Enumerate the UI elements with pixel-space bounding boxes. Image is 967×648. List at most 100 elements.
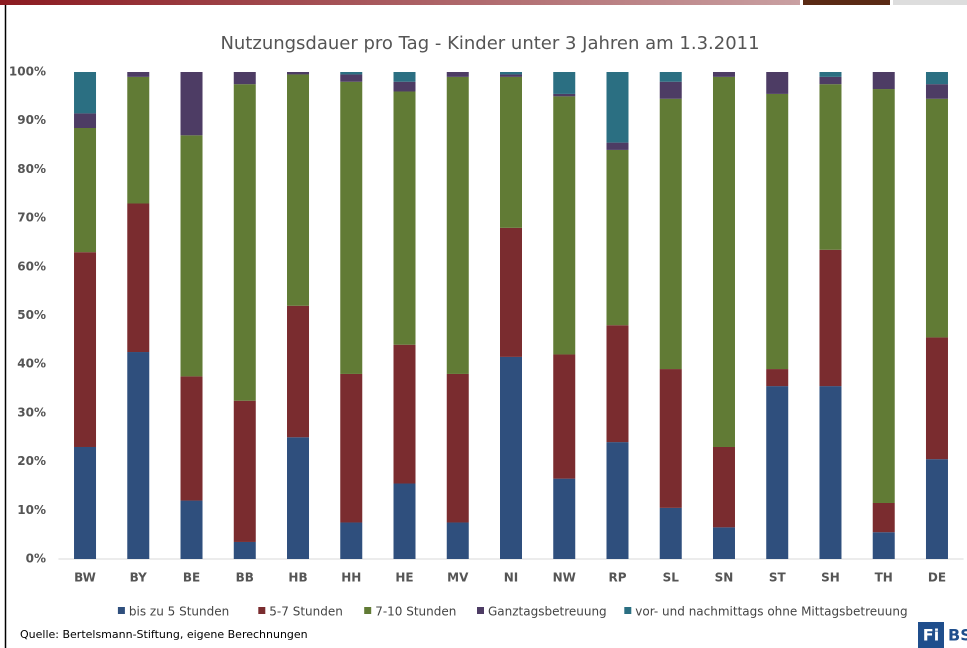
x-tick-label: RP bbox=[608, 571, 626, 585]
bar-segment bbox=[340, 373, 363, 523]
y-tick-label: 50% bbox=[17, 308, 46, 322]
bar-segment bbox=[819, 72, 842, 77]
bar-segment bbox=[606, 442, 629, 559]
bar-segment bbox=[127, 203, 150, 353]
x-tick-label: BY bbox=[130, 571, 147, 585]
logo-text: BS bbox=[948, 626, 967, 645]
bar-segment bbox=[925, 98, 948, 338]
bar-segment bbox=[872, 502, 895, 533]
bar-segment bbox=[287, 72, 310, 75]
bar-segment bbox=[712, 72, 735, 77]
top-strip bbox=[0, 0, 800, 5]
bar-segment bbox=[659, 369, 682, 508]
x-tick-label: SL bbox=[663, 571, 680, 585]
bar-segment bbox=[340, 74, 363, 82]
bar-segment bbox=[180, 500, 203, 559]
x-tick-label: NW bbox=[553, 571, 576, 585]
bar-segment bbox=[127, 72, 150, 77]
logo-box bbox=[918, 622, 944, 648]
bar-segment bbox=[74, 72, 97, 114]
legend-swatch bbox=[364, 607, 372, 614]
bar-segment bbox=[925, 337, 948, 460]
x-tick-label: BE bbox=[183, 571, 200, 585]
bar-segment bbox=[500, 72, 522, 75]
bar-segment bbox=[872, 532, 895, 559]
y-tick-label: 60% bbox=[17, 259, 46, 273]
bar-segment bbox=[659, 507, 682, 559]
bar-segment bbox=[393, 91, 416, 345]
bar-segment bbox=[233, 541, 256, 559]
bar-segment bbox=[340, 72, 363, 75]
bar-segment bbox=[233, 72, 256, 85]
x-tick-label: HB bbox=[288, 571, 307, 585]
bar-segment bbox=[287, 437, 310, 559]
bar-segment bbox=[553, 354, 576, 479]
bar-segment bbox=[819, 249, 842, 387]
bar-segment bbox=[446, 373, 469, 523]
bar-segment bbox=[393, 483, 416, 559]
bar-segment bbox=[553, 93, 576, 97]
legend-label: 5-7 Stunden bbox=[269, 605, 343, 619]
bar-segment bbox=[819, 386, 842, 559]
bar-segment bbox=[393, 72, 416, 82]
y-tick-label: 100% bbox=[9, 65, 46, 79]
bar-segment bbox=[180, 376, 203, 501]
bar-segment bbox=[180, 135, 203, 377]
y-tick-label: 30% bbox=[17, 405, 46, 419]
bar-segment bbox=[500, 74, 522, 77]
bar-segment bbox=[233, 400, 256, 542]
bar-segment bbox=[446, 522, 469, 559]
chart-title: Nutzungsdauer pro Tag - Kinder unter 3 J… bbox=[220, 33, 759, 54]
legend-label: vor- und nachmittags ohne Mittagsbetreuu… bbox=[635, 605, 907, 619]
legend-label: bis zu 5 Stunden bbox=[129, 605, 229, 619]
legend-swatch bbox=[477, 607, 484, 614]
x-tick-label: TH bbox=[875, 571, 893, 585]
x-tick-label: BW bbox=[74, 571, 96, 585]
y-tick-label: 20% bbox=[17, 454, 46, 468]
bar-segment bbox=[925, 72, 948, 85]
bar-segment bbox=[74, 113, 97, 129]
bar-segment bbox=[500, 227, 522, 357]
bar-segment bbox=[925, 459, 948, 559]
bar-segment bbox=[766, 72, 789, 94]
x-tick-label: BB bbox=[236, 571, 254, 585]
y-tick-label: 0% bbox=[26, 552, 46, 566]
bar-segment bbox=[127, 352, 150, 559]
top-strip-light bbox=[893, 0, 967, 5]
y-tick-label: 80% bbox=[17, 162, 46, 176]
source-note: Quelle: Bertelsmann-Stiftung, eigene Ber… bbox=[20, 628, 308, 641]
bar-segment bbox=[606, 325, 629, 443]
x-tick-label: ST bbox=[769, 571, 787, 585]
legend-swatch bbox=[624, 607, 632, 614]
legend-label: 7-10 Stunden bbox=[375, 605, 456, 619]
bar-segment bbox=[872, 89, 895, 503]
bar-segment bbox=[712, 527, 735, 559]
top-strip-dark bbox=[803, 0, 890, 5]
bar-segment bbox=[446, 72, 469, 77]
y-tick-label: 70% bbox=[17, 211, 46, 225]
bar-segment bbox=[553, 72, 576, 94]
bar-segment bbox=[233, 84, 256, 401]
bar-segment bbox=[925, 84, 948, 99]
y-tick-label: 10% bbox=[17, 503, 46, 517]
bar-segment bbox=[287, 74, 310, 306]
bar-segment bbox=[659, 72, 682, 82]
bar-segment bbox=[819, 76, 842, 85]
bar-segment bbox=[606, 149, 629, 326]
bar-segment bbox=[712, 76, 735, 447]
y-tick-label: 40% bbox=[17, 357, 46, 371]
bar-segment bbox=[553, 478, 576, 559]
bar-segment bbox=[500, 356, 522, 559]
logo-box-text: Fi bbox=[923, 626, 939, 645]
x-tick-label: MV bbox=[447, 571, 469, 585]
bar-segment bbox=[872, 72, 895, 90]
bar-segment bbox=[74, 446, 97, 559]
bar-segment bbox=[127, 76, 150, 204]
bar-segment bbox=[74, 252, 97, 447]
bar-segment bbox=[393, 344, 416, 484]
x-tick-label: DE bbox=[928, 571, 946, 585]
bar-segment bbox=[553, 96, 576, 355]
x-tick-label: HE bbox=[395, 571, 413, 585]
legend-swatch bbox=[258, 607, 266, 614]
